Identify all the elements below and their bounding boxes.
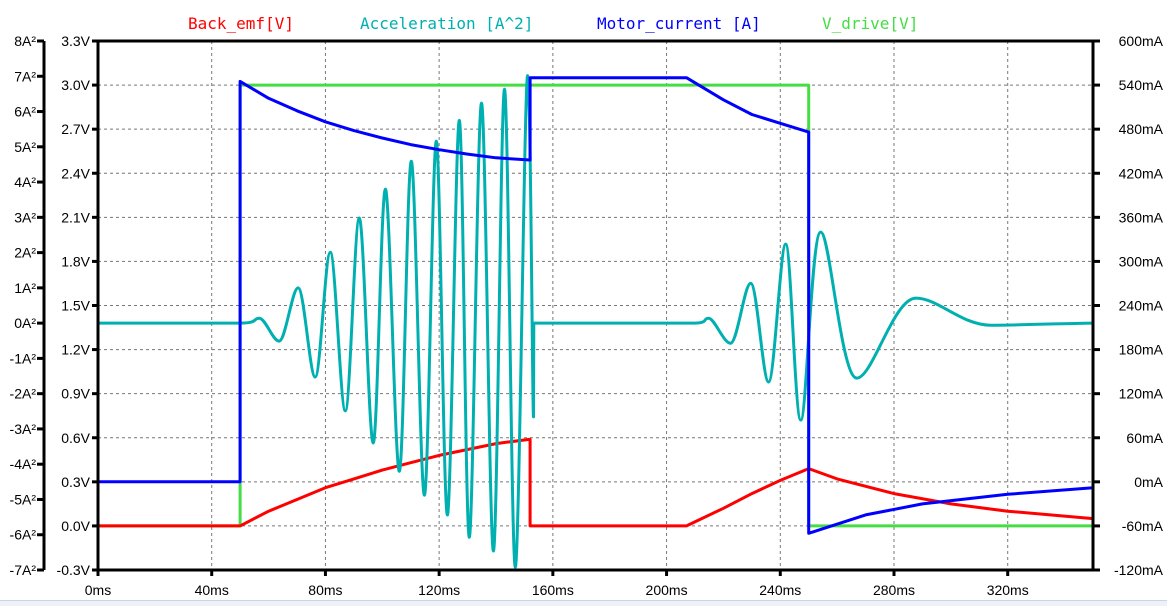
accel-tick-label: 2A² <box>14 245 36 261</box>
current-tick-label: 240mA <box>1119 298 1164 314</box>
current-tick-label: 540mA <box>1119 77 1164 93</box>
plot-frame <box>37 39 1100 576</box>
accel-tick-label: 1A² <box>14 280 36 296</box>
current-tick-label: -60mA <box>1122 518 1164 534</box>
x-tick-label: 80ms <box>308 582 342 598</box>
x-tick-label: 40ms <box>195 582 229 598</box>
volt-tick-label: 2.4V <box>61 165 90 181</box>
volt-tick-label: 1.5V <box>61 298 90 314</box>
volt-tick-label: 2.7V <box>61 121 90 137</box>
accel-tick-label: 6A² <box>14 104 36 120</box>
current-tick-label: 600mA <box>1119 33 1164 49</box>
traces <box>98 74 1094 569</box>
volt-tick-label: 3.3V <box>61 33 90 49</box>
current-tick-label: 0mA <box>1134 474 1163 490</box>
current-tick-label: 360mA <box>1119 209 1164 225</box>
plot-border <box>96 39 1095 572</box>
current-tick-label: -120mA <box>1114 562 1164 578</box>
accel-tick-label: 4A² <box>14 174 36 190</box>
accel-tick-label: -5A² <box>10 491 37 507</box>
volt-tick-label: 1.2V <box>61 342 90 358</box>
current-tick-label: 60mA <box>1126 430 1163 446</box>
trace-back-emf-v <box>98 437 1094 528</box>
legend-entry: Back_emf[V] <box>188 14 294 33</box>
accel-tick-label: 7A² <box>14 68 36 84</box>
accel-tick-label: 3A² <box>14 209 36 225</box>
trace-v-drive-v <box>98 83 1093 528</box>
axis-labels: 0ms 40ms 80ms 120ms 160ms 200ms 240ms 280ms 320m… <box>10 33 1164 598</box>
accel-tick-label: -1A² <box>10 350 37 366</box>
trace-motor-current-a <box>98 76 1094 535</box>
current-tick-label: 480mA <box>1119 121 1164 137</box>
accel-tick-label: -2A² <box>10 386 37 402</box>
accel-tick-label: -7A² <box>10 562 37 578</box>
current-tick-label: 300mA <box>1119 253 1164 269</box>
accel-tick-label: -4A² <box>10 456 37 472</box>
volt-tick-label: 0.6V <box>61 430 90 446</box>
accel-tick-label: 0A² <box>14 315 36 331</box>
legend-entry: V_drive[V] <box>822 14 918 33</box>
legend-entry: Motor_current [A] <box>597 14 761 33</box>
x-tick-label: 320ms <box>987 582 1029 598</box>
current-tick-label: 420mA <box>1119 165 1164 181</box>
accel-tick-label: -3A² <box>10 421 37 437</box>
x-tick-label: 240ms <box>759 582 801 598</box>
accel-tick-label: -6A² <box>10 527 37 543</box>
accel-tick-label: 8A² <box>14 33 36 49</box>
x-tick-label: 200ms <box>646 582 688 598</box>
current-tick-label: 180mA <box>1119 342 1164 358</box>
legend: Back_emf[V] Acceleration [A^2] Motor_curre… <box>188 14 918 33</box>
volt-tick-label: 2.1V <box>61 209 90 225</box>
x-tick-label: 120ms <box>418 582 460 598</box>
x-tick-label: 280ms <box>873 582 915 598</box>
x-tick-label: 0ms <box>85 582 111 598</box>
grid <box>98 41 1093 570</box>
volt-tick-label: 3.0V <box>61 77 90 93</box>
volt-tick-label: 0.0V <box>61 518 90 534</box>
volt-tick-label: 0.9V <box>61 386 90 402</box>
current-tick-label: 120mA <box>1119 386 1164 402</box>
volt-tick-label: 1.8V <box>61 253 90 269</box>
volt-tick-label: -0.3V <box>57 562 91 578</box>
x-tick-label: 160ms <box>532 582 574 598</box>
status-strip <box>0 600 1167 606</box>
volt-tick-label: 0.3V <box>61 474 90 490</box>
legend-entry: Acceleration [A^2] <box>360 14 533 33</box>
accel-tick-label: 5A² <box>14 139 36 155</box>
trace-acceleration-a-2 <box>98 74 1094 569</box>
